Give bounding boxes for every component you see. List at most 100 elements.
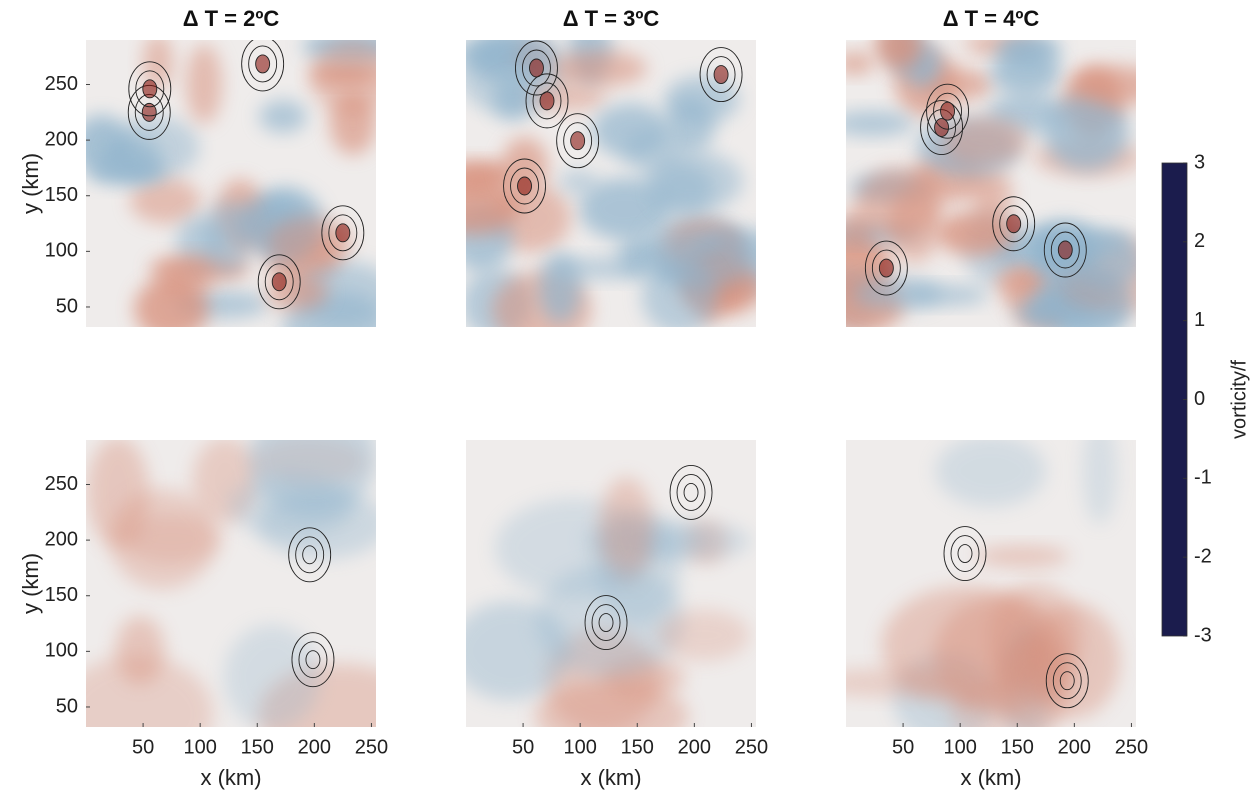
y-tick-label: 250 <box>45 73 78 95</box>
x-tick-label: 150 <box>1001 736 1034 758</box>
x-tick-label: 100 <box>563 736 596 758</box>
eddy-contour <box>563 122 593 160</box>
y-tick-label: 250 <box>45 473 78 495</box>
colorbar-tick-label: 3 <box>1194 151 1205 173</box>
x-tick-label: 50 <box>132 736 154 758</box>
vorticity-blob <box>493 79 533 120</box>
vorticity-blob <box>466 163 512 190</box>
eddy-contour <box>142 79 158 99</box>
vorticity-blob <box>971 167 1012 223</box>
vorticity-blob <box>535 563 685 678</box>
x-tick-label: 200 <box>678 736 711 758</box>
eddy-contour <box>920 100 964 155</box>
vorticity-blob <box>134 277 209 327</box>
vorticity-blob <box>856 167 943 238</box>
x-tick-label: 50 <box>512 736 534 758</box>
vorticity-blob <box>86 655 214 727</box>
y-tick-label: 50 <box>56 295 78 317</box>
eddy-contour <box>864 240 908 296</box>
eddy-contour <box>676 473 706 511</box>
vorticity-blob <box>466 176 521 235</box>
vorticity-field <box>466 440 756 727</box>
eddy-contour <box>598 613 614 633</box>
eddy-contour <box>298 641 328 679</box>
eddy-contour <box>335 223 351 243</box>
eddy-contour <box>1057 240 1073 260</box>
vorticity-blob <box>265 216 353 267</box>
eddy-contour <box>248 45 278 83</box>
eddy-contour <box>706 56 736 94</box>
vorticity-blob <box>974 545 1070 567</box>
eddy-contour <box>957 544 973 564</box>
panel-title: Δ T = 4ºC <box>943 6 1040 31</box>
y-axis-label: y (km) <box>18 553 43 614</box>
x-tick-label: 150 <box>241 736 274 758</box>
vorticity-blob <box>142 40 174 91</box>
vorticity-blob <box>550 50 648 87</box>
vorticity-blob <box>553 257 650 280</box>
eddy-contour <box>943 526 987 582</box>
eddy-contour <box>503 158 546 214</box>
y-axis-label: y (km) <box>18 153 43 214</box>
eddy-contour <box>532 82 562 120</box>
eddy-contour <box>291 632 335 688</box>
eddy-contour <box>510 167 539 205</box>
colorbar-tick-label: -3 <box>1194 624 1212 646</box>
eddy-contour <box>570 131 586 151</box>
eddy-contour <box>669 464 713 520</box>
vorticity-blob <box>203 200 253 274</box>
eddy-contour <box>515 40 558 96</box>
vorticity-blob <box>471 40 560 89</box>
eddy-contour <box>1052 662 1082 700</box>
eddy-contour <box>940 101 955 121</box>
eddy-contour <box>683 482 699 502</box>
y-tick-label: 150 <box>45 184 78 206</box>
vorticity-field <box>846 40 1136 327</box>
vorticity-blob <box>1044 93 1129 171</box>
eddy-contour <box>255 54 271 74</box>
vorticity-blob <box>1082 440 1118 525</box>
colorbar-tick-label: 0 <box>1194 388 1205 410</box>
x-tick-label: 150 <box>621 736 654 758</box>
eddy-contour <box>328 214 358 252</box>
eddy-contour <box>241 40 285 92</box>
vorticity-blob <box>501 137 548 194</box>
eddy-contour <box>539 91 555 111</box>
eddy-contour <box>584 595 628 651</box>
eddy-contour <box>141 102 157 122</box>
eddy-contour <box>699 47 743 103</box>
vorticity-blob <box>643 150 744 212</box>
eddy-contour <box>950 535 980 573</box>
vorticity-blob <box>940 116 1029 166</box>
eddy-contour <box>529 58 544 78</box>
x-axis-label: x (km) <box>200 765 261 790</box>
x-tick-label: 250 <box>1115 736 1148 758</box>
x-tick-label: 200 <box>298 736 331 758</box>
colorbar-tick-label: 2 <box>1194 230 1205 252</box>
eddy-contour <box>1043 222 1087 278</box>
vorticity-blob <box>599 476 654 582</box>
vorticity-blob <box>900 285 989 306</box>
eddy-contour <box>522 49 551 87</box>
vorticity-blob <box>1033 228 1133 255</box>
eddy-contour <box>321 205 365 261</box>
vorticity-blob <box>129 178 201 224</box>
vorticity-field <box>86 440 376 727</box>
y-tick-label: 100 <box>45 640 78 662</box>
vorticity-blob <box>935 211 1015 256</box>
vorticity-blob <box>874 40 923 70</box>
vorticity-blob <box>923 68 994 101</box>
vorticity-blob <box>935 440 1047 507</box>
x-tick-label: 250 <box>735 736 768 758</box>
eddy-contour <box>288 527 332 583</box>
eddy-contour <box>871 249 901 287</box>
eddy-contour <box>933 92 962 130</box>
panel-title: Δ T = 2ºC <box>183 6 280 31</box>
eddy-contour <box>1045 653 1089 709</box>
eddy-contour <box>1006 214 1022 234</box>
eddy-contour <box>556 113 600 169</box>
colorbar-tick-label: -1 <box>1194 467 1212 489</box>
panel-title: Δ T = 3ºC <box>563 6 660 31</box>
eddy-contour <box>525 73 569 129</box>
